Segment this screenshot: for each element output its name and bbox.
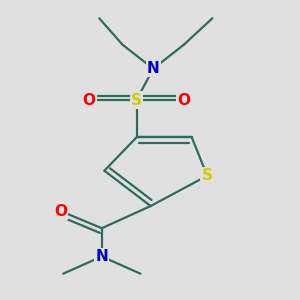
Text: S: S [202,168,213,183]
Text: S: S [131,92,142,107]
Text: N: N [147,61,160,76]
Text: N: N [95,249,108,264]
Text: O: O [178,92,190,107]
Text: O: O [54,204,67,219]
Text: O: O [82,92,95,107]
